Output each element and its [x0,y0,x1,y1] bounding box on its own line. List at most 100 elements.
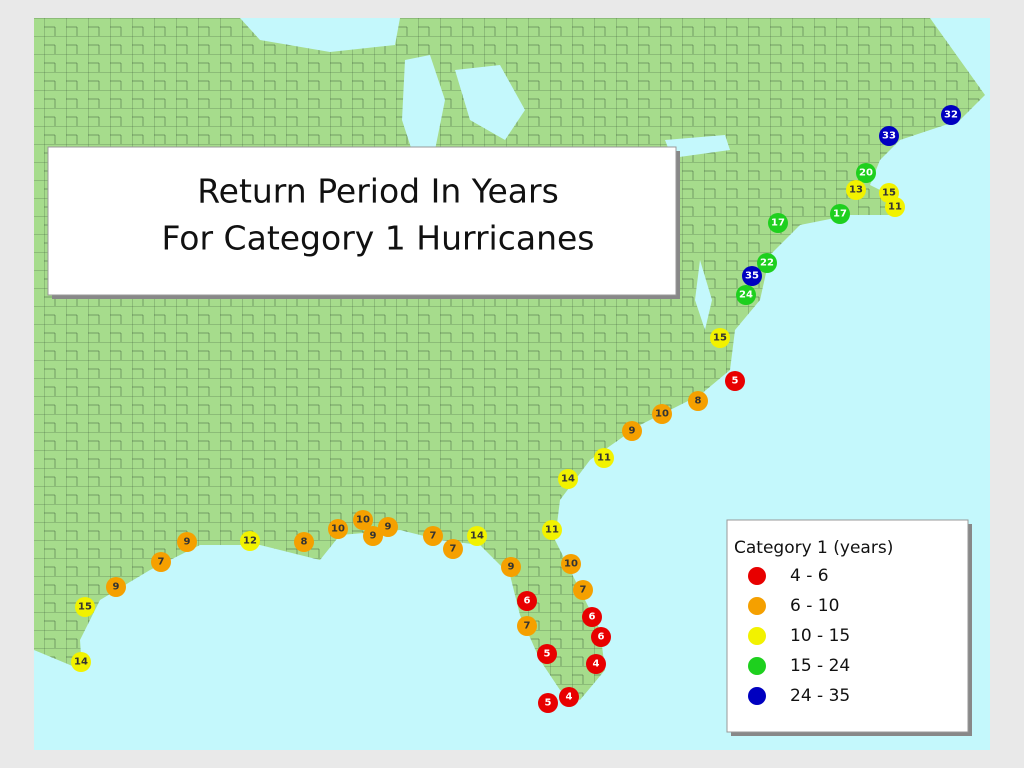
marker [757,253,777,273]
legend-swatch [748,567,766,585]
marker-label: 15 [713,333,727,344]
marker-label: 11 [888,202,902,213]
marker-label: 5 [544,649,551,660]
marker-label: 11 [597,453,611,464]
marker-label: 13 [849,185,863,196]
title-line: For Category 1 Hurricanes [162,219,595,258]
marker-label: 17 [771,218,785,229]
marker [573,580,593,600]
marker [559,687,579,707]
legend-label: 4 - 6 [790,566,829,586]
marker-label: 11 [545,525,559,536]
marker [294,532,314,552]
marker [151,552,171,572]
marker [742,266,762,286]
lake-huron [455,65,525,140]
marker [542,520,562,540]
marker-label: 35 [745,271,759,282]
marker [443,539,463,559]
marker-label: 10 [356,515,370,526]
marker [423,526,443,546]
marker-label: 7 [580,585,587,596]
marker [736,285,756,305]
marker [353,510,373,530]
marker-label: 22 [760,258,774,269]
marker [71,652,91,672]
marker-label: 33 [882,131,896,142]
marker [558,469,578,489]
marker-label: 17 [833,209,847,220]
marker-label: 7 [158,557,165,568]
marker [106,577,126,597]
marker [363,526,383,546]
marker-label: 9 [113,582,120,593]
marker [856,163,876,183]
legend-swatch [748,597,766,615]
marker [75,597,95,617]
marker-label: 10 [564,559,578,570]
marker-label: 5 [545,698,552,709]
marker-label: 9 [508,562,515,573]
legend-label: 24 - 35 [790,686,850,706]
marker-label: 9 [184,537,191,548]
marker [885,197,905,217]
marker-label: 9 [370,531,377,542]
legend-label: 15 - 24 [790,656,850,676]
legend-swatch [748,687,766,705]
marker-label: 10 [655,409,669,420]
marker-label: 12 [243,536,257,547]
marker [328,519,348,539]
marker [582,607,602,627]
legend-label: 10 - 15 [790,626,850,646]
legend-swatch [748,657,766,675]
marker [467,526,487,546]
marker-label: 15 [78,602,92,613]
marker [830,204,850,224]
marker [538,693,558,713]
marker [240,531,260,551]
marker-label: 32 [944,110,958,121]
marker-label: 5 [732,376,739,387]
legend-box [726,519,969,733]
marker [652,404,672,424]
legend-title: Category 1 (years) [734,538,893,558]
lake-superior [240,18,400,52]
lake-ontario [665,135,730,158]
marker [768,213,788,233]
marker-label: 20 [859,168,873,179]
marker [537,644,557,664]
marker-label: 6 [589,612,596,623]
marker [591,627,611,647]
marker [879,126,899,146]
marker [710,328,730,348]
marker [725,371,745,391]
title-line: Return Period In Years [197,172,559,211]
marker-label: 15 [882,188,896,199]
marker [517,591,537,611]
marker [586,654,606,674]
marker-label: 6 [598,632,605,643]
marker-label: 6 [524,596,531,607]
marker [561,554,581,574]
marker-label: 8 [695,396,702,407]
marker-label: 9 [385,522,392,533]
marker-label: 10 [331,524,345,535]
legend-items: 4 - 6 6 - 10 10 - 15 15 - 24 24 - 35 [748,566,850,706]
marker-label: 7 [450,544,457,555]
marker [378,517,398,537]
marker-label: 7 [524,621,531,632]
marker-label: 24 [739,290,753,301]
marker [941,105,961,125]
marker-label: 8 [301,537,308,548]
marker-label: 4 [566,692,573,703]
legend-swatch [748,627,766,645]
marker [517,616,537,636]
marker-label: 7 [430,531,437,542]
marker [594,448,614,468]
marker-label: 4 [593,659,600,670]
marker [501,557,521,577]
marker-label: 14 [74,657,88,668]
